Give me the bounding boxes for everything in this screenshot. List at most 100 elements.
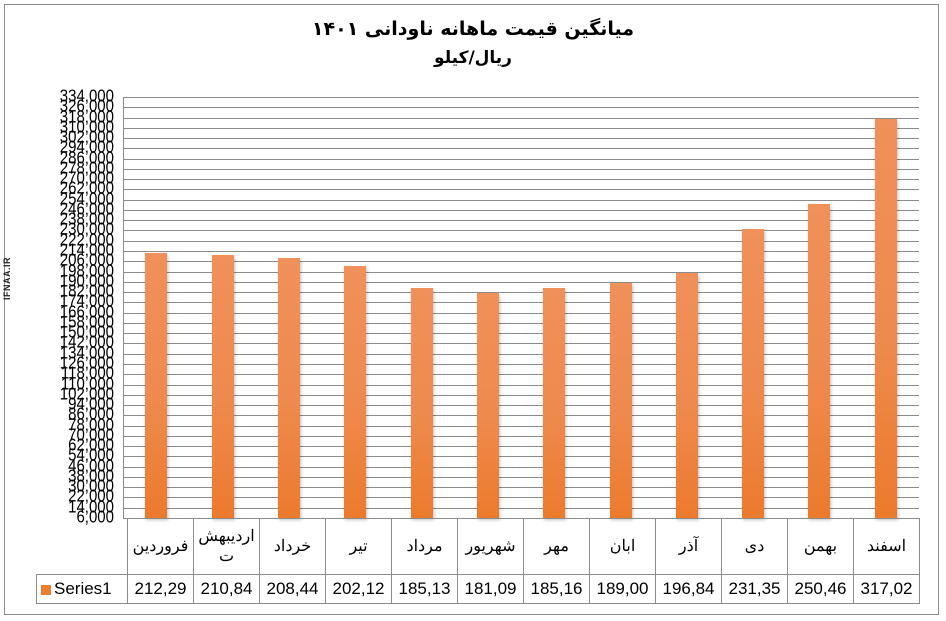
value-cell: 196,84 — [655, 574, 722, 604]
bar — [543, 288, 565, 518]
gridline — [123, 128, 919, 129]
gridline — [123, 272, 919, 273]
y-tick-label: 230,000 — [59, 219, 114, 240]
y-tick-label: 278,000 — [59, 158, 114, 179]
bar — [344, 266, 366, 518]
value-cell: 189,00 — [589, 574, 656, 604]
value-cell: 212,29 — [127, 574, 194, 604]
gridline — [123, 261, 919, 262]
gridline — [123, 282, 919, 283]
y-tick-label: 38,000 — [68, 466, 114, 487]
y-tick-label: 14,000 — [68, 497, 114, 518]
gridline — [123, 210, 919, 211]
bar — [875, 119, 897, 518]
gridline — [123, 323, 919, 324]
y-tick-label: 94,000 — [68, 394, 114, 415]
gridline — [123, 446, 919, 447]
y-tick-label: 326,000 — [59, 96, 114, 117]
gridline — [123, 251, 919, 252]
data-table: فروردین اردیبهش ت خرداد تیر مرداد شهریور مهر اب… — [36, 518, 920, 604]
category-cell: تیر — [325, 518, 392, 575]
value-cell: 185,16 — [523, 574, 590, 604]
category-cell: دی — [721, 518, 788, 575]
gridline — [123, 313, 919, 314]
bar — [278, 258, 300, 518]
gridline — [123, 343, 919, 344]
legend-label: Series1 — [54, 579, 112, 598]
chart-title: میانگین قیمت ماهانه ناودانی ۱۴۰۱ — [311, 18, 635, 40]
bar — [610, 283, 632, 518]
bar — [212, 255, 234, 518]
gridline — [123, 405, 919, 406]
y-tick-label: 158,000 — [59, 312, 114, 333]
category-cell: فروردین — [127, 518, 194, 575]
category-cell: اردیبهش ت — [193, 518, 260, 575]
category-row: فروردین اردیبهش ت خرداد تیر مرداد شهریور مهر اب… — [36, 518, 920, 575]
category-cell: شهریور — [457, 518, 524, 575]
y-tick-label: 62,000 — [68, 435, 114, 456]
category-cell: بهمن — [787, 518, 854, 575]
y-tick-label: 166,000 — [59, 302, 114, 323]
bar — [742, 229, 764, 518]
y-tick-label: 86,000 — [68, 404, 114, 425]
gridline — [123, 189, 919, 190]
gridline — [123, 200, 919, 201]
y-tick-label: 174,000 — [59, 291, 114, 312]
y-tick-label: 206,000 — [59, 250, 114, 271]
gridline — [123, 148, 919, 149]
y-tick-label: 214,000 — [59, 240, 114, 261]
gridline — [123, 385, 919, 386]
y-tick-label: 294,000 — [59, 137, 114, 158]
y-tick-label: 46,000 — [68, 456, 114, 477]
gridline — [123, 107, 919, 108]
y-tick-label: 70,000 — [68, 425, 114, 446]
gridline — [123, 169, 919, 170]
category-cell: ابان — [589, 518, 656, 575]
bar — [808, 204, 830, 518]
bar — [411, 288, 433, 518]
gridline — [123, 220, 919, 221]
gridline — [123, 302, 919, 303]
gridline — [123, 354, 919, 355]
bar — [145, 253, 167, 518]
y-tick-label: 262,000 — [59, 178, 114, 199]
y-tick-label: 30,000 — [68, 476, 114, 497]
bar — [676, 273, 698, 518]
value-cell: 208,44 — [259, 574, 326, 604]
y-axis: 6,000 14,000 22,000 30,000 38,000 46,000 54,00… — [0, 88, 114, 526]
gridline — [123, 497, 919, 498]
bar — [477, 293, 499, 518]
gridline — [123, 179, 919, 180]
y-tick-label: 182,000 — [59, 281, 114, 302]
y-tick-label: 286,000 — [59, 148, 114, 169]
y-tick-label: 198,000 — [59, 261, 114, 282]
chart-subtitle-unit: ریال/کیلو — [434, 48, 512, 68]
gridline — [123, 467, 919, 468]
y-tick-label: 222,000 — [59, 230, 114, 251]
y-tick-label: 78,000 — [68, 415, 114, 436]
gridline — [123, 374, 919, 375]
y-tick-label: 54,000 — [68, 445, 114, 466]
gridline — [123, 159, 919, 160]
y-tick-label: 102,000 — [59, 384, 114, 405]
value-cell: 250,46 — [787, 574, 854, 604]
y-tick-label: 190,000 — [59, 271, 114, 292]
gridline — [123, 138, 919, 139]
value-cell: 181,09 — [457, 574, 524, 604]
value-row: Series1 212,29 210,84 208,44 202,12 185,13 18… — [36, 574, 920, 604]
gridline — [123, 292, 919, 293]
plot-area — [123, 97, 919, 519]
y-tick-label: 318,000 — [59, 107, 114, 128]
value-cell: 210,84 — [193, 574, 260, 604]
y-axis-line — [123, 97, 124, 518]
gridline — [123, 508, 919, 509]
y-tick-label: 246,000 — [59, 199, 114, 220]
y-tick-label: 110,000 — [60, 374, 114, 395]
gridline — [123, 395, 919, 396]
gridline — [123, 487, 919, 488]
y-tick-label: 310,000 — [59, 117, 114, 138]
y-tick-label: 334,000 — [59, 86, 114, 107]
y-tick-label: 238,000 — [59, 209, 114, 230]
legend-entry: Series1 — [36, 574, 128, 604]
category-cell: خرداد — [259, 518, 326, 575]
